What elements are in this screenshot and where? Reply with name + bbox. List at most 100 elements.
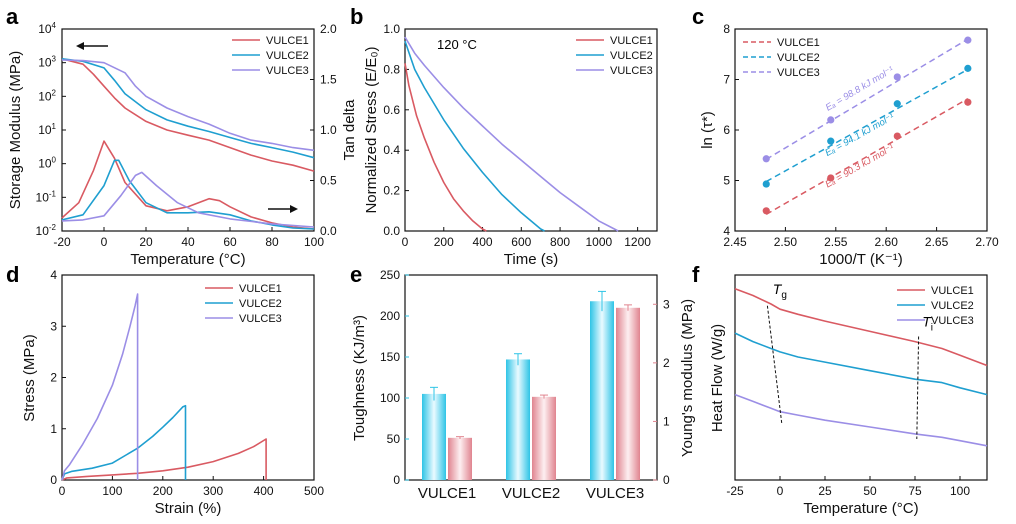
panel-b-ylabel: Normalized Stress (E/E₀) [363,46,380,213]
panel-a-xtick-label: 40 [181,235,195,249]
panel-a-ytick-label: 102 [38,88,56,103]
panel-c-point-vulce1 [964,98,972,106]
panel-f-line-vulce3 [734,393,988,447]
panel-f-ti-guide [916,336,920,440]
panel-c-ytick-label: 8 [723,22,730,36]
panel-c-point-vulce2 [964,64,972,72]
panel-a-ytick-exponent: 4 [52,21,57,30]
panel-d-xtick-label: 100 [102,484,122,498]
panel-a-modulus-vulce2 [61,58,315,159]
panel-e-ytick-left-label: 150 [380,350,400,364]
panel-b-ytick-label: 0.0 [383,224,400,238]
panel-e-bar-young-vulce1 [448,437,472,480]
panel-f-ti-label-subscript: i [931,322,933,333]
panel-e-category-label: VULCE1 [418,485,476,502]
panel-e-bar-young-vulce2 [532,396,556,480]
panel-d-ytick-label: 2 [50,371,57,385]
panel-b-xtick-label: 400 [473,235,493,249]
panel-a-xlabel: Temperature (°C) [130,251,245,268]
chart-marks: -20 0 20 40 60 80 10010-210-11001011021031040.… [36,21,999,502]
panel-c-ylabel: ln (τ*) [699,111,716,149]
panel-b-xtick-label: 600 [511,235,531,249]
panel-letter-e: e [350,262,362,287]
panel-e-ytick-left-label: 200 [380,309,400,323]
panel-c-point-vulce1 [762,207,770,215]
panel-a-ylabel-left: Storage Modulus (MPa) [7,51,24,209]
panel-e-bar-toughness-vulce3 [590,301,614,480]
panel-a-ytick-exponent: 0 [52,156,57,165]
panel-f-xtick-label: 100 [950,484,970,498]
panel-letter-c: c [692,4,704,29]
panel-a-modulus-vulce1 [61,58,315,172]
panel-a-xtick-label: 20 [139,235,153,249]
panel-b-line-vulce2 [404,40,545,232]
panel-b-xtick-label: 200 [434,235,454,249]
panel-c-legend-label-vulce3: VULCE3 [777,67,820,79]
panel-f-legend-label-vulce1: VULCE1 [931,285,974,297]
panel-c-point-vulce3 [964,36,972,44]
panel-b-line-vulce1 [404,63,487,232]
panel-letter-d: d [6,262,19,287]
panel-d-xtick-label: 300 [203,484,223,498]
panel-f-legend-label-vulce3: VULCE3 [931,315,974,327]
panel-d-ytick-label: 0 [50,473,57,487]
panel-d-ytick-label: 4 [50,268,57,282]
panel-f-xtick-label: 25 [818,484,832,498]
panel-f-xtick-label: 0 [777,484,784,498]
panel-f-xtick-label: 75 [908,484,922,498]
panel-d-curve-vulce2 [61,404,187,481]
panel-e-category-label: VULCE3 [586,485,644,502]
panel-c-xtick-label: 2.70 [975,235,999,249]
panel-b-legend-label-vulce2: VULCE2 [610,50,653,62]
panel-a-xtick-label: -20 [53,235,71,249]
panel-f-line-vulce1 [734,287,988,367]
panel-c-point-vulce2 [893,100,901,108]
panel-f-ylabel: Heat Flow (W/g) [709,324,726,432]
panel-f-ti-label: Ti [922,313,933,333]
panel-b-xtick-label: 800 [550,235,570,249]
panel-a-ytick-exponent: 2 [52,88,57,97]
panel-c-fit-vulce3 [765,38,969,160]
panel-b-temperature-annotation: 120 °C [437,37,477,52]
panel-b-xtick-label: 1000 [585,235,612,249]
panel-a-ytick-right-label: 2.0 [320,22,337,36]
panel-c-point-vulce1 [893,132,901,140]
panel-c-point-vulce3 [893,73,901,81]
panel-c-xtick-label: 2.45 [723,235,747,249]
panel-b-legend-label-vulce3: VULCE3 [610,65,653,77]
panel-a-legend-label-vulce2: VULCE2 [266,50,309,62]
panel-d-legend-label-vulce1: VULCE1 [239,283,282,295]
panel-letter-b: b [350,4,363,29]
panel-d-legend-label-vulce3: VULCE3 [239,313,282,325]
panel-d-xtick-label: 200 [153,484,173,498]
panel-a-xtick-label: 0 [101,235,108,249]
panel-b-ytick-label: 1.0 [383,22,400,36]
panel-a-tandelta-vulce3 [61,171,315,228]
panel-f-legend-label-vulce2: VULCE2 [931,300,974,312]
panel-c-point-vulce3 [762,155,770,163]
panel-a-tandelta-vulce2 [61,159,315,230]
panel-e-bar-young-vulce3 [616,307,640,480]
panel-b-xtick-label: 1200 [624,235,651,249]
panel-b-legend-label-vulce1: VULCE1 [610,35,653,47]
panel-letter-a: a [6,4,19,29]
panel-b-ytick-label: 0.8 [383,62,400,76]
panel-d-legend-label-vulce2: VULCE2 [239,298,282,310]
panel-a-ytick-label: 101 [38,122,56,137]
panel-d-ytick-label: 3 [50,319,57,333]
panel-a-ytick-right-label: 0.5 [320,174,337,188]
panel-e-ylabel-left: Toughness (KJ/m³) [351,315,368,441]
panel-d-curve-vulce1 [61,438,267,481]
panel-c-xlabel: 1000/T (K⁻¹) [819,251,903,268]
panel-a-legend-label-vulce3: VULCE3 [266,65,309,77]
panel-f-xtick-label: 50 [863,484,877,498]
panel-e-bar-toughness-vulce2 [506,359,530,480]
panel-f-tg-label-subscript: g [781,290,787,301]
panel-c-ytick-label: 6 [723,123,730,137]
panel-a-legend-label-vulce1: VULCE1 [266,35,309,47]
panel-c-ytick-label: 4 [723,224,730,238]
panel-a-ytick-right-label: 1.5 [320,73,337,87]
panel-a-xtick-label: 80 [265,235,279,249]
panel-c-xtick-label: 2.50 [774,235,798,249]
panel-a-ylabel-right: Tan delta [341,99,358,161]
